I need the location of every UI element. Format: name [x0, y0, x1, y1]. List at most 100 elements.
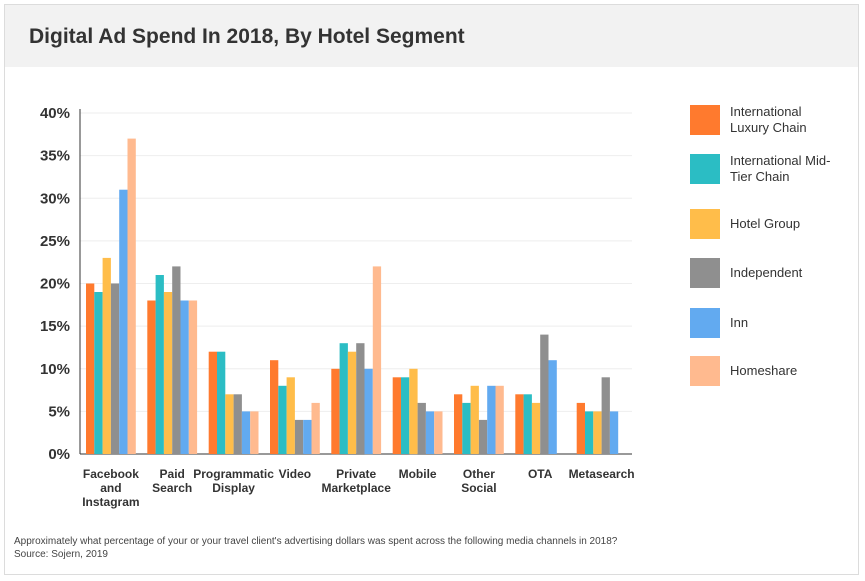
bar	[233, 394, 242, 454]
bar	[110, 283, 120, 454]
bar	[462, 402, 471, 454]
x-tick-label-line: Video	[279, 467, 311, 481]
bar	[172, 266, 181, 454]
y-tick-label: 20%	[40, 276, 70, 293]
x-tick-label-line: Other	[463, 467, 495, 481]
legend-swatch	[690, 308, 720, 338]
bar	[548, 360, 557, 454]
x-tick-label: Metasearch	[569, 467, 635, 481]
bar	[470, 385, 479, 454]
source-note: Source: Sojern, 2019	[14, 549, 108, 560]
legend-label: Hotel Group	[730, 216, 801, 231]
bar	[540, 334, 549, 454]
bar	[119, 189, 128, 454]
x-tick-label-line: Display	[212, 481, 255, 495]
bar	[487, 385, 496, 454]
bar	[188, 300, 198, 454]
x-tick-label-line: Programmatic	[193, 467, 274, 481]
x-tick-label-line: Metasearch	[569, 467, 635, 481]
bar	[147, 300, 156, 454]
bar	[364, 368, 373, 455]
legend-label: Independent	[730, 265, 803, 280]
bar	[495, 385, 504, 454]
x-tick-label-line: Facebook	[83, 467, 139, 481]
x-tick-label: Facebook and Instagram	[82, 467, 139, 509]
bar	[155, 275, 164, 454]
bar	[593, 411, 602, 454]
y-tick-label: 40%	[40, 105, 70, 122]
y-tick-label: 5%	[48, 403, 70, 420]
x-tick-label: Programmatic Display	[193, 467, 274, 495]
x-tick-label: Private Marketplace	[322, 467, 392, 495]
bar	[372, 266, 382, 454]
bar	[303, 419, 312, 454]
bar	[609, 411, 619, 454]
legend-item: Homeshare	[690, 356, 840, 386]
x-tick-label: Video	[279, 467, 311, 481]
bar	[217, 351, 226, 454]
legend-swatch	[690, 258, 720, 288]
bar	[311, 402, 320, 454]
x-tick-label-line: OTA	[528, 467, 553, 481]
bar	[180, 300, 189, 454]
y-tick-label: 15%	[40, 318, 70, 335]
bar	[531, 402, 541, 454]
bar	[417, 402, 426, 454]
x-tick-label-line: Marketplace	[322, 481, 392, 495]
y-tick-label: 30%	[40, 190, 70, 207]
bar	[601, 377, 610, 454]
bar	[208, 351, 217, 454]
chart-footnote: Approximately what percentage of your or…	[14, 535, 617, 561]
y-tick-label: 35%	[40, 148, 70, 165]
bar	[347, 351, 357, 454]
bar	[250, 411, 259, 454]
legend-swatch	[690, 105, 720, 135]
legend-item: Inn	[690, 308, 840, 338]
x-tick-label-line: Mobile	[399, 467, 437, 481]
bar	[127, 138, 136, 454]
bar	[523, 394, 532, 454]
bar	[163, 292, 173, 454]
x-tick-label: OTA	[528, 467, 553, 481]
bar	[409, 368, 418, 455]
x-tick-label: Other Social	[461, 467, 496, 495]
bar	[286, 377, 295, 454]
legend-label: Inn	[730, 315, 749, 330]
bar	[478, 419, 488, 454]
bar	[434, 411, 443, 454]
x-tick-label-line: Paid	[160, 467, 185, 481]
x-tick-label-line: Search	[152, 481, 192, 495]
bar	[576, 402, 585, 454]
chart-title: Digital Ad Spend In 2018, By Hotel Segme…	[29, 25, 465, 48]
survey-question: Approximately what percentage of your or…	[14, 536, 618, 547]
x-tick-label: Mobile	[399, 467, 437, 481]
bar	[425, 411, 435, 454]
legend-label: International Mid-Tier Chain	[730, 153, 831, 184]
bar	[454, 394, 463, 454]
bar	[94, 292, 103, 454]
legend-item: International Luxury Chain	[690, 104, 840, 136]
legend-item: International Mid-Tier Chain	[690, 153, 840, 185]
legend-label: Homeshare	[730, 363, 798, 378]
x-tick-label-line: Social	[461, 481, 496, 495]
y-tick-label: 0%	[48, 446, 70, 463]
bar	[339, 343, 348, 454]
bar	[102, 257, 111, 454]
bar	[515, 394, 524, 454]
chart-card: Digital Ad Spend In 2018, By Hotel Segme…	[4, 4, 859, 575]
bar	[278, 385, 287, 454]
x-tick-label-line: Instagram	[82, 495, 139, 509]
legend-swatch	[690, 209, 720, 239]
bar	[294, 419, 304, 454]
legend-swatch	[690, 356, 720, 386]
bar	[585, 411, 594, 454]
bar	[225, 394, 234, 454]
bar	[392, 377, 401, 454]
y-tick-label: 10%	[40, 361, 70, 378]
legend-item: Hotel Group	[690, 209, 840, 239]
bar	[241, 411, 251, 454]
legend-item: Independent	[690, 258, 840, 288]
legend-label: International Luxury Chain	[730, 104, 807, 135]
bar	[331, 368, 340, 455]
